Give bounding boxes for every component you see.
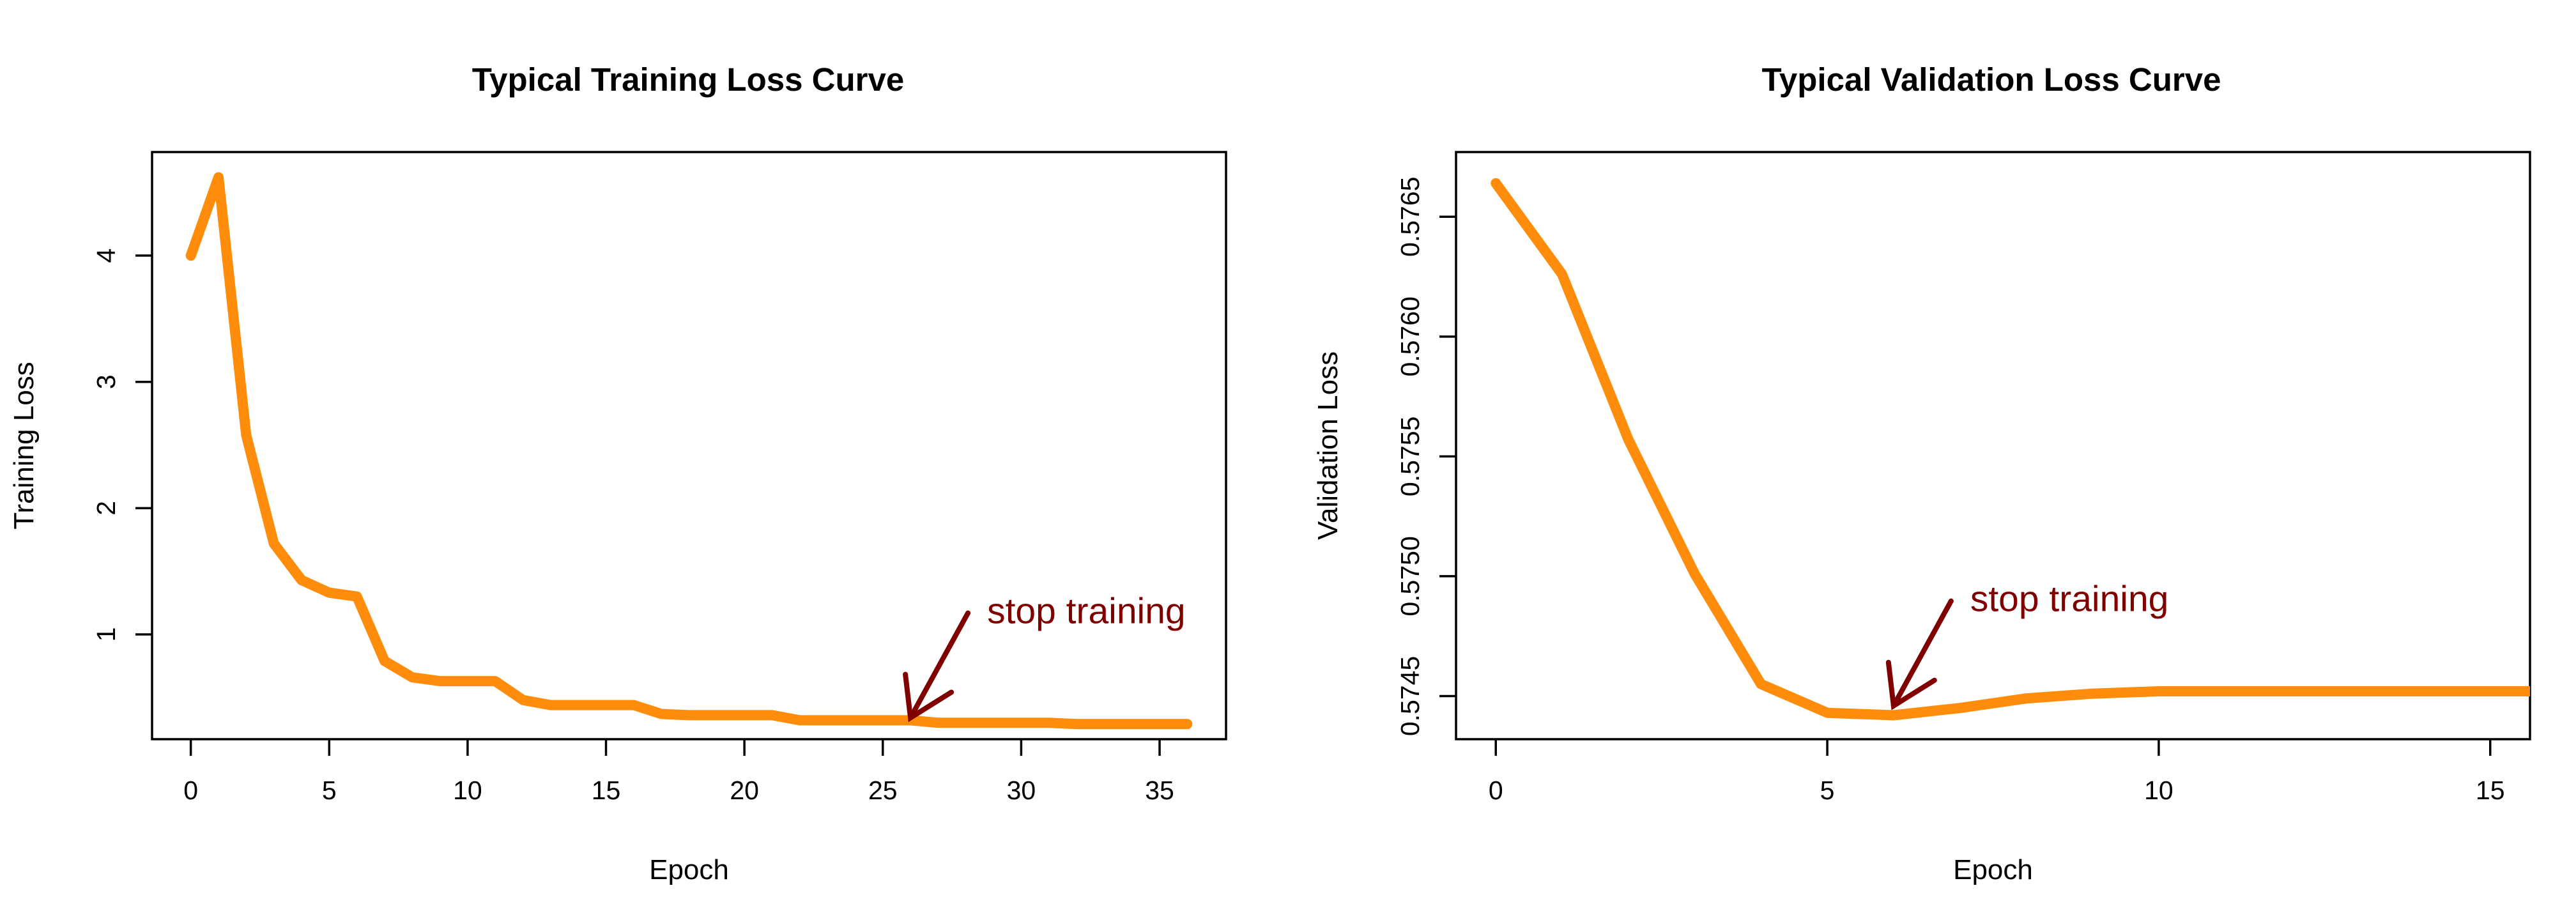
plot-frame (1455, 151, 2531, 740)
y-axis-label: Validation Loss (1312, 351, 1344, 540)
x-tick-label: 30 (1007, 776, 1036, 805)
annotation-arrow-shaft (1890, 598, 1954, 709)
training-loss-chart: Typical Training Loss Curve 0 5 10 15 20 25 30 3… (8, 61, 1227, 885)
y-tick-label: 4 (91, 249, 121, 263)
x-tick-label: 25 (868, 776, 898, 805)
x-tick-label: 0 (1489, 776, 1503, 805)
annotation-text: stop training (1970, 579, 2169, 620)
y-tick-label: 0.5745 (1395, 656, 1425, 736)
y-tick-label: 1 (91, 627, 121, 642)
x-tick-label: 15 (592, 776, 621, 805)
x-tick-label: 20 (730, 776, 759, 805)
y-tick-label: 0.5760 (1395, 296, 1425, 376)
plot-frame (151, 151, 1227, 740)
x-tick-label: 15 (2476, 776, 2505, 805)
validation-loss-chart: Typical Validation Loss Curve 0 5 10 15 0.574… (1312, 61, 2531, 885)
x-axis-label: Epoch (649, 854, 729, 885)
y-tick-label: 3 (91, 374, 121, 389)
x-tick-label: 35 (1145, 776, 1174, 805)
y-tick-label: 0.5750 (1395, 536, 1425, 616)
x-tick-label: 5 (1820, 776, 1835, 805)
x-axis-label: Epoch (1953, 854, 2033, 885)
annotation-text: stop training (987, 590, 1186, 631)
y-tick-label: 0.5765 (1395, 177, 1425, 257)
chart-title: Typical Training Loss Curve (472, 61, 904, 98)
x-tick-label: 0 (183, 776, 198, 805)
y-tick-label: 2 (91, 501, 121, 516)
y-axis-label: Training Loss (8, 362, 40, 530)
annotation-arrow-head (1885, 659, 1937, 710)
annotation-arrow-shaft (908, 610, 971, 721)
x-tick-label: 10 (2144, 776, 2174, 805)
x-tick-label: 10 (453, 776, 482, 805)
loss-series-line (185, 172, 1193, 730)
x-tick-label: 5 (322, 776, 337, 805)
annotation-arrow-head (903, 671, 954, 723)
y-tick-label: 0.5755 (1395, 417, 1425, 496)
chart-title: Typical Validation Loss Curve (1762, 61, 2221, 98)
loss-series-line (1491, 178, 2530, 721)
